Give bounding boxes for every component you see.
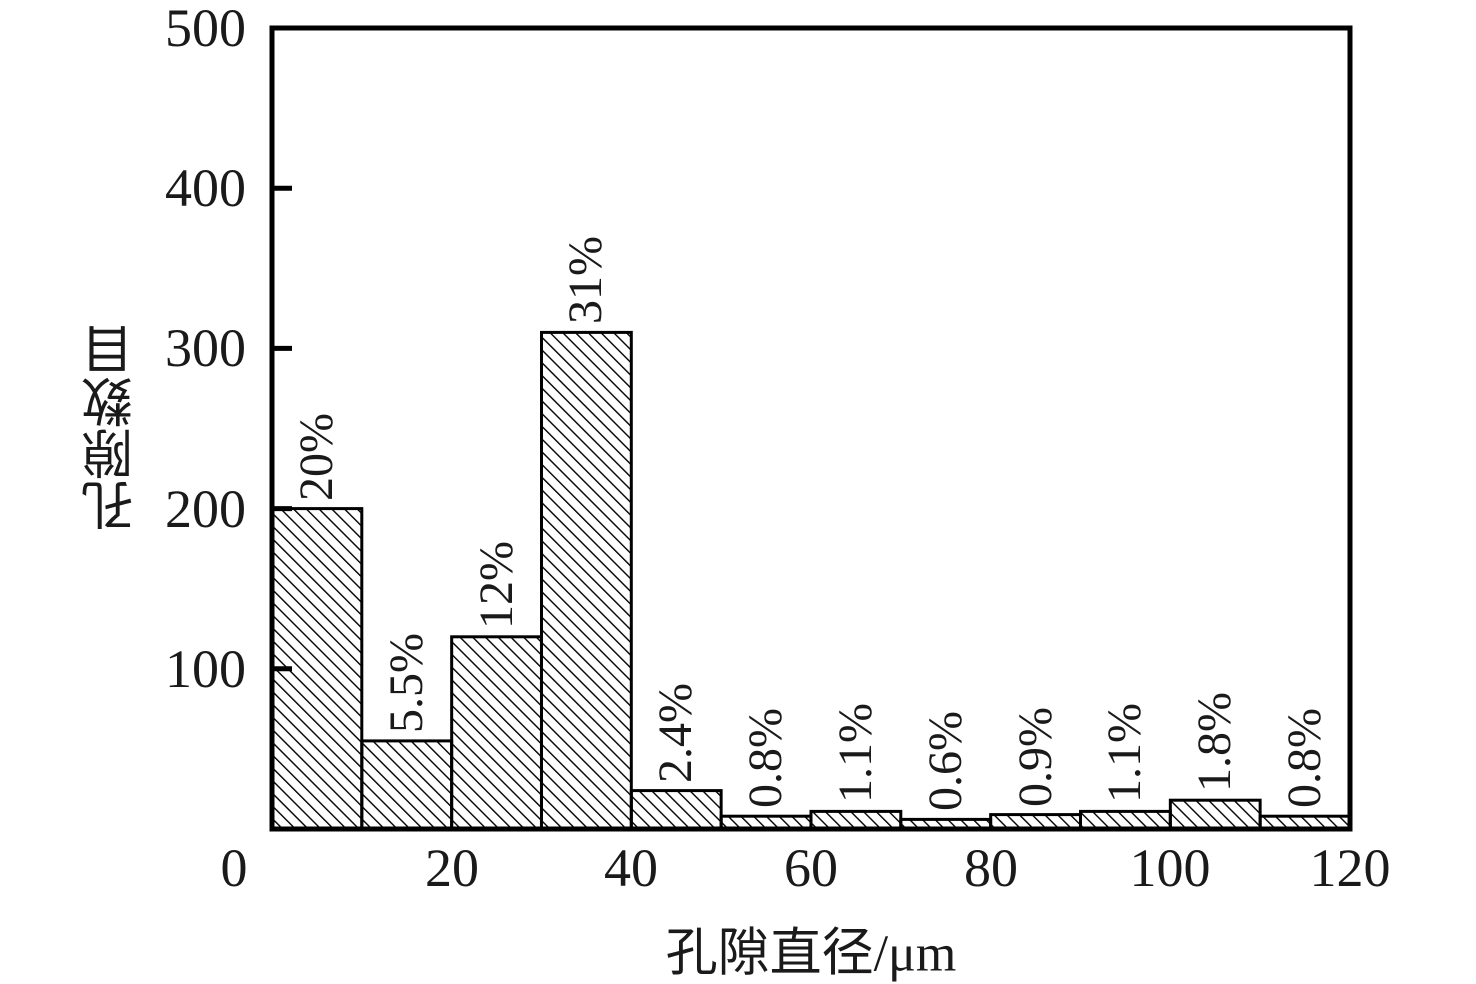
y-axis-title: 孔隙数目 (84, 324, 142, 532)
y-tick-label: 200 (165, 479, 246, 539)
bar-percentage-label: 5.5% (379, 633, 433, 733)
histogram-bars-group (270, 330, 1352, 831)
x-tick-label: 80 (964, 838, 1018, 898)
bar-percentage-label: 20% (289, 413, 343, 501)
histogram-bar (809, 809, 903, 831)
histogram-bar (540, 330, 633, 831)
bar-percentage-label: 1.1% (828, 703, 882, 803)
x-tick-label: 60 (784, 838, 838, 898)
x-tick-label: 40 (604, 838, 658, 898)
y-tick-label: 500 (165, 0, 246, 58)
bar-percentage-label: 0.6% (918, 711, 972, 811)
bar-percentage-label: 0.9% (1008, 707, 1062, 807)
histogram-bar (629, 789, 723, 831)
bar-percentage-label: 31% (558, 236, 612, 324)
histogram-bar (450, 635, 543, 831)
bar-percentage-label: 1.1% (1097, 703, 1151, 803)
x-tick-label: 120 (1309, 838, 1391, 898)
axis-frame (269, 25, 1353, 832)
y-tick-label: 100 (165, 639, 246, 699)
y-tick-label: 300 (165, 318, 246, 378)
y-axis-ticks-group (270, 25, 292, 672)
bar-percentage-label: 1.8% (1187, 692, 1241, 792)
bar-percentage-label: 2.4% (648, 683, 702, 783)
y-tick-label: 400 (165, 158, 246, 218)
x-tick-label: 20 (425, 838, 479, 898)
histogram-bar (1079, 809, 1172, 831)
bar-percentage-label: 0.8% (738, 708, 792, 808)
bar-percentage-label: 0.8% (1277, 708, 1331, 808)
histogram-bar (360, 739, 454, 831)
x-tick-label: 0 (220, 838, 248, 898)
bar-percentage-label: 12% (469, 541, 523, 629)
x-tick-label: 100 (1129, 838, 1211, 898)
histogram-bar (1168, 798, 1262, 831)
x-axis-title: 孔隙直径/μm (665, 925, 957, 983)
